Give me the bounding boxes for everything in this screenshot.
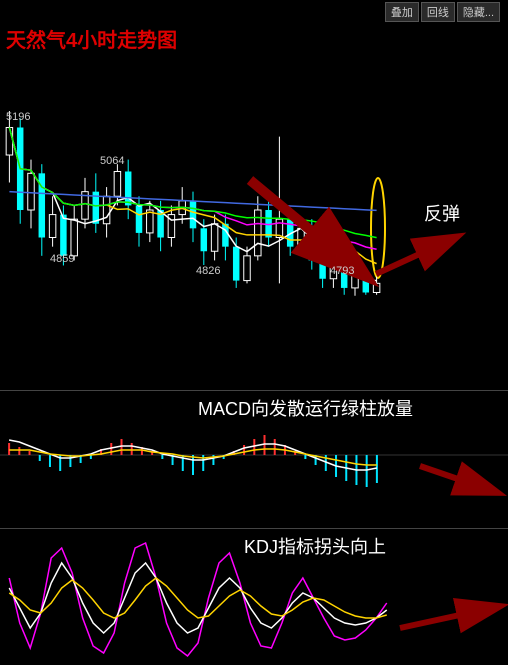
chart-title: 天然气4小时走势图	[6, 24, 177, 53]
separator-2	[0, 528, 508, 529]
bounce-annotation: 反弹	[424, 200, 460, 226]
separator-1	[0, 390, 508, 391]
svg-text:5064: 5064	[100, 155, 124, 167]
svg-text:4859: 4859	[50, 253, 74, 265]
kdj-panel	[0, 538, 508, 658]
btn-kline[interactable]: 回线	[421, 2, 455, 22]
svg-text:4826: 4826	[196, 265, 220, 277]
svg-text:4793: 4793	[330, 265, 354, 277]
btn-overlay[interactable]: 叠加	[385, 2, 419, 22]
btn-hide[interactable]: 隐藏...	[457, 2, 500, 22]
toolbar: 叠加 回线 隐藏...	[385, 2, 500, 22]
svg-text:5196: 5196	[6, 111, 30, 123]
macd-panel	[0, 400, 508, 510]
